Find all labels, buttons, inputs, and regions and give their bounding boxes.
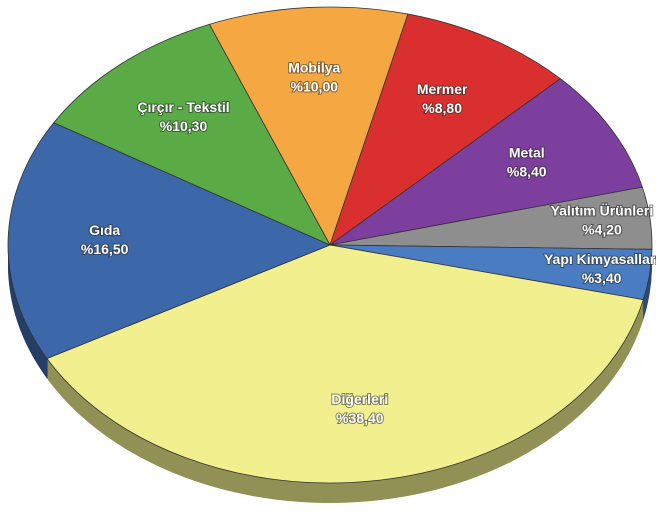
slice	[46, 244, 644, 484]
slice	[329, 13, 562, 247]
slice-value: %8,40	[507, 163, 547, 179]
slice-value: %3,40	[582, 270, 622, 286]
slice-label: Diğerleri	[331, 391, 388, 407]
slice-value: %38,40	[336, 410, 384, 426]
slice	[208, 6, 409, 246]
slice-value: %10,30	[160, 118, 208, 134]
slice-label: Metal	[509, 144, 545, 160]
slice	[329, 78, 643, 246]
slice-value: %10,00	[291, 79, 339, 95]
slice-label: Çırçır - Tekstil	[137, 99, 229, 115]
slice-value: %8,80	[422, 100, 462, 116]
slice	[53, 23, 331, 246]
slice-label: Gıda	[89, 222, 120, 238]
slice-label: Mermer	[417, 81, 468, 97]
slice-label: Mobilya	[288, 60, 340, 76]
slice-label: Yalıtım Ürünleri	[551, 203, 654, 219]
slice-label: Yapı Kimyasalları	[544, 251, 656, 267]
slice-value: %4,20	[582, 222, 622, 238]
slice-value: %16,50	[81, 241, 129, 257]
slice	[7, 122, 332, 359]
